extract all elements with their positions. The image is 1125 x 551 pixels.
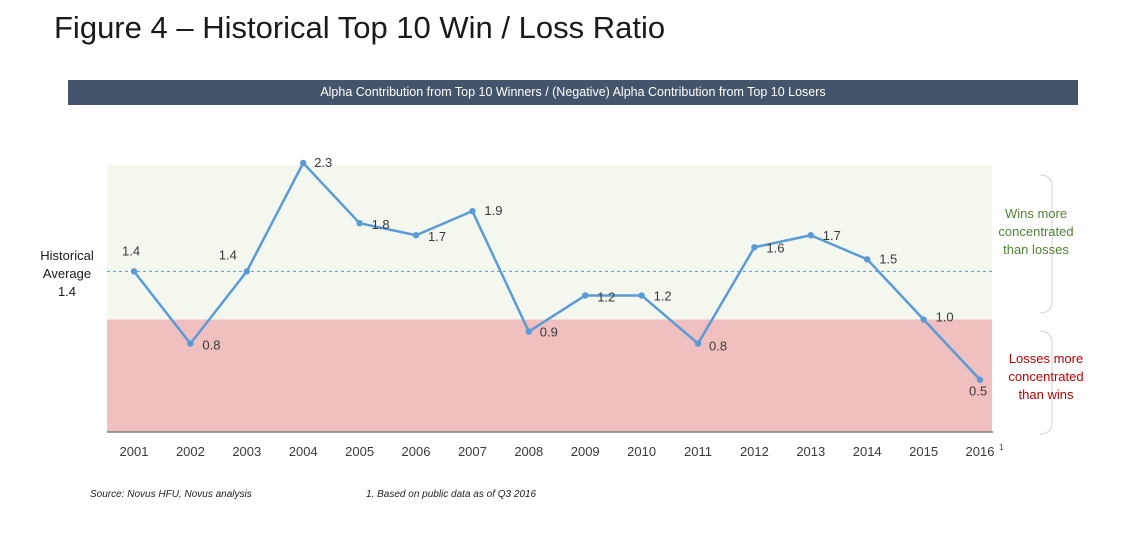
x-tick-label-2004: 2004	[289, 444, 318, 459]
data-label-2009: 1.2	[597, 289, 615, 304]
data-point-2010	[638, 292, 645, 299]
data-point-2005	[356, 220, 363, 227]
data-label-2001: 1.4	[122, 243, 140, 258]
data-label-2004: 2.3	[314, 155, 332, 170]
lower-zone-label: Losses more concentrated than wins	[996, 350, 1096, 404]
x-tick-label-2011: 2011	[684, 444, 712, 459]
upper-zone-line2: concentrated	[998, 224, 1074, 239]
data-label-2014: 1.5	[879, 251, 897, 266]
data-label-2002: 0.8	[202, 338, 220, 353]
x-tick-label-2012: 2012	[740, 444, 769, 459]
data-label-2003: 1.4	[219, 247, 237, 262]
historical-average-label: Historical Average 1.4	[30, 247, 104, 301]
lower-zone-line1: Losses more	[1008, 351, 1084, 366]
historical-average-line2: Average	[42, 266, 92, 281]
x-tick-label-2016: 2016	[966, 444, 995, 459]
data-label-2005: 1.8	[372, 217, 390, 232]
lower-zone-band	[107, 319, 992, 432]
data-label-2011: 0.8	[709, 339, 727, 354]
data-point-2013	[807, 232, 814, 239]
data-point-2008	[525, 328, 532, 335]
x-tick-label-2003: 2003	[232, 444, 261, 459]
data-label-2006: 1.7	[428, 229, 446, 244]
lower-zone-line2: concentrated	[1008, 369, 1084, 384]
data-point-2007	[469, 207, 476, 215]
x-tick-label-2014: 2014	[853, 444, 882, 459]
x-tick-label-2007: 2007	[458, 444, 487, 459]
data-label-2007: 1.9	[484, 203, 502, 218]
data-point-2003	[243, 268, 250, 275]
lower-zone-bracket	[1039, 330, 1053, 435]
series-line	[133, 161, 981, 381]
data-point-2015	[920, 316, 927, 323]
data-point-2009	[582, 292, 589, 299]
x-tick-label-2010: 2010	[627, 444, 656, 459]
data-point-2016	[976, 376, 984, 383]
x-tick-label-2005: 2005	[345, 444, 374, 459]
upper-zone-label: Wins more concentrated than losses	[990, 205, 1082, 259]
upper-zone-line3: than losses	[1003, 242, 1069, 257]
data-point-2004	[300, 159, 307, 167]
source-note: Source: Novus HFU, Novus analysis	[90, 489, 252, 500]
upper-zone-line1: Wins more	[1004, 206, 1068, 221]
x-tick-label-2008: 2008	[514, 444, 543, 459]
x-tick-label-2006: 2006	[402, 444, 431, 459]
x-tick-label-2009: 2009	[571, 444, 600, 459]
data-label-2016: 0.5	[969, 384, 987, 399]
data-label-2008: 0.9	[540, 325, 558, 340]
x-tick-label-2013: 2013	[796, 444, 825, 459]
footnote-1: 1. Based on public data as of Q3 2016	[366, 489, 537, 500]
upper-zone-bracket	[1039, 174, 1053, 314]
data-label-2012: 1.6	[766, 240, 784, 255]
data-label-2013: 1.7	[823, 228, 841, 243]
data-point-2011	[694, 340, 702, 347]
lower-zone-line3: than wins	[1018, 387, 1074, 402]
data-label-2015: 1.0	[936, 310, 954, 325]
x-tick-label-2015: 2015	[909, 444, 938, 459]
chart-banner: Alpha Contribution from Top 10 Winners /…	[68, 80, 1078, 105]
historical-average-line1: Historical	[40, 248, 94, 263]
data-label-2010: 1.2	[654, 288, 672, 303]
data-point-2002	[187, 340, 194, 347]
data-point-2006	[412, 232, 420, 239]
x-tick-label-2002: 2002	[176, 444, 205, 459]
figure-title: Figure 4 – Historical Top 10 Win / Loss …	[54, 10, 666, 45]
x-tick-label-2001: 2001	[120, 444, 149, 459]
data-point-2012	[751, 244, 758, 251]
data-point-2001	[130, 268, 138, 275]
data-point-2014	[864, 256, 871, 263]
x-tick-superscript-2016: 1	[999, 443, 1004, 452]
upper-zone-band	[107, 165, 992, 320]
historical-average-value: 1.4	[57, 284, 77, 299]
